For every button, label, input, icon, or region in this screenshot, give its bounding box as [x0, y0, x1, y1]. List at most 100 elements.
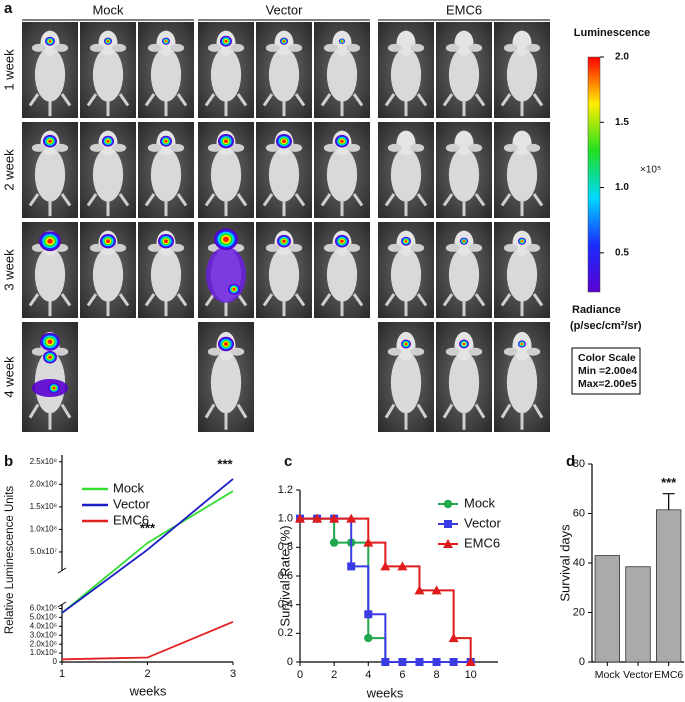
point [398, 658, 407, 666]
radiance-unit: (p/sec/cm²/sr) [570, 320, 642, 332]
mouse-body [506, 351, 538, 414]
y-tick-label: 1.0 [278, 513, 293, 525]
mouse-legs [384, 293, 428, 317]
mouse-legs [204, 93, 248, 117]
mouse-ear [54, 143, 69, 152]
mouse-ear [31, 143, 46, 152]
mouse-legs [442, 293, 486, 317]
row-label: 2 week [1, 149, 16, 191]
annotation: *** [140, 520, 156, 535]
point [397, 561, 408, 571]
signal [521, 240, 523, 243]
mouse-head [396, 130, 416, 156]
legend-label: Vector [113, 496, 151, 511]
x-tick-label: 1 [59, 668, 65, 680]
mouse-body [506, 47, 538, 102]
error-bar [662, 493, 675, 510]
mouse-legs [442, 93, 486, 117]
color-scale-min: Min =2.00e4 [578, 365, 637, 377]
mouse-ear [323, 43, 338, 52]
axis [61, 455, 233, 663]
mouse-ear [288, 43, 303, 52]
y-tick-label: 0 [53, 657, 58, 666]
mouse-body [448, 47, 480, 102]
signal [341, 40, 343, 42]
x-tick-label: EMC6 [654, 669, 683, 681]
mouse-head [512, 30, 532, 56]
mouse-legs [442, 193, 486, 217]
point [449, 658, 458, 666]
mouse-ear [526, 143, 541, 152]
legend-marker [443, 539, 453, 548]
colorbar-tick-label: 2.0 [615, 52, 629, 63]
mouse-body [92, 247, 124, 302]
bar [625, 566, 651, 663]
radiance-label: Radiance [572, 304, 621, 316]
row-label: 3 week [1, 249, 16, 291]
signal [47, 238, 53, 244]
mouse-legs [384, 403, 428, 430]
mouse-ear [89, 243, 104, 252]
signal [282, 239, 286, 243]
legend-label: Vector [464, 515, 502, 530]
y-tick-label: 0.2 [278, 627, 293, 639]
x-tick-label: Mock [595, 669, 621, 681]
x-tick-label: 2 [144, 668, 150, 680]
signal [340, 239, 344, 243]
legend-label: EMC6 [464, 535, 500, 550]
mouse-body [150, 247, 182, 302]
mouse-ear [207, 347, 222, 356]
point [364, 633, 373, 643]
mouse-ear [387, 143, 402, 152]
mouse-body [34, 147, 66, 202]
mouse-body [210, 147, 242, 202]
mouse-body [34, 47, 66, 102]
panel-label: a [4, 0, 13, 17]
signal [404, 240, 408, 243]
point [381, 658, 390, 666]
mouse-legs [144, 293, 188, 317]
mouse-ear [410, 243, 425, 252]
mouse-ear [468, 143, 483, 152]
signal [224, 139, 228, 143]
mouse-ear [323, 143, 338, 152]
mouse-ear [503, 43, 518, 52]
mouse-body [268, 47, 300, 102]
signal [232, 287, 236, 291]
y-tick-label: 4.0x10⁶ [30, 621, 57, 630]
legend-label: Mock [113, 480, 145, 495]
colorbar-unit: ×10⁵ [640, 165, 661, 176]
y-tick-label: 0.4 [278, 599, 293, 611]
survival-line [300, 517, 387, 662]
signal [107, 40, 109, 43]
signal [106, 139, 110, 143]
x-tick-label: 10 [465, 669, 477, 681]
mouse-legs [320, 193, 364, 217]
mouse-ear [445, 347, 460, 356]
panel-label: d [566, 453, 575, 470]
mouse-ear [170, 43, 185, 52]
mouse-body [268, 147, 300, 202]
mouse-head [454, 30, 474, 56]
mouse-ear [468, 43, 483, 52]
mouse-ear [445, 243, 460, 252]
mouse-body [506, 247, 538, 302]
y-tick-label: 3.0x10⁶ [30, 630, 57, 639]
mouse-legs [262, 293, 306, 317]
panel-label: b [4, 453, 13, 470]
point [329, 513, 340, 523]
mouse-ear [230, 143, 245, 152]
point [329, 538, 339, 547]
mouse-ear [112, 43, 127, 52]
x-tick-label: 2 [331, 669, 337, 681]
mouse-body [390, 247, 422, 302]
mouse-ear [323, 243, 338, 252]
mouse-ear [387, 347, 402, 356]
mouse-ear [147, 143, 162, 152]
point [363, 537, 374, 547]
colorbar-title: Luminescence [574, 27, 650, 39]
group-label: EMC6 [446, 2, 482, 17]
mouse-ear [526, 243, 541, 252]
mouse-legs [28, 293, 72, 317]
